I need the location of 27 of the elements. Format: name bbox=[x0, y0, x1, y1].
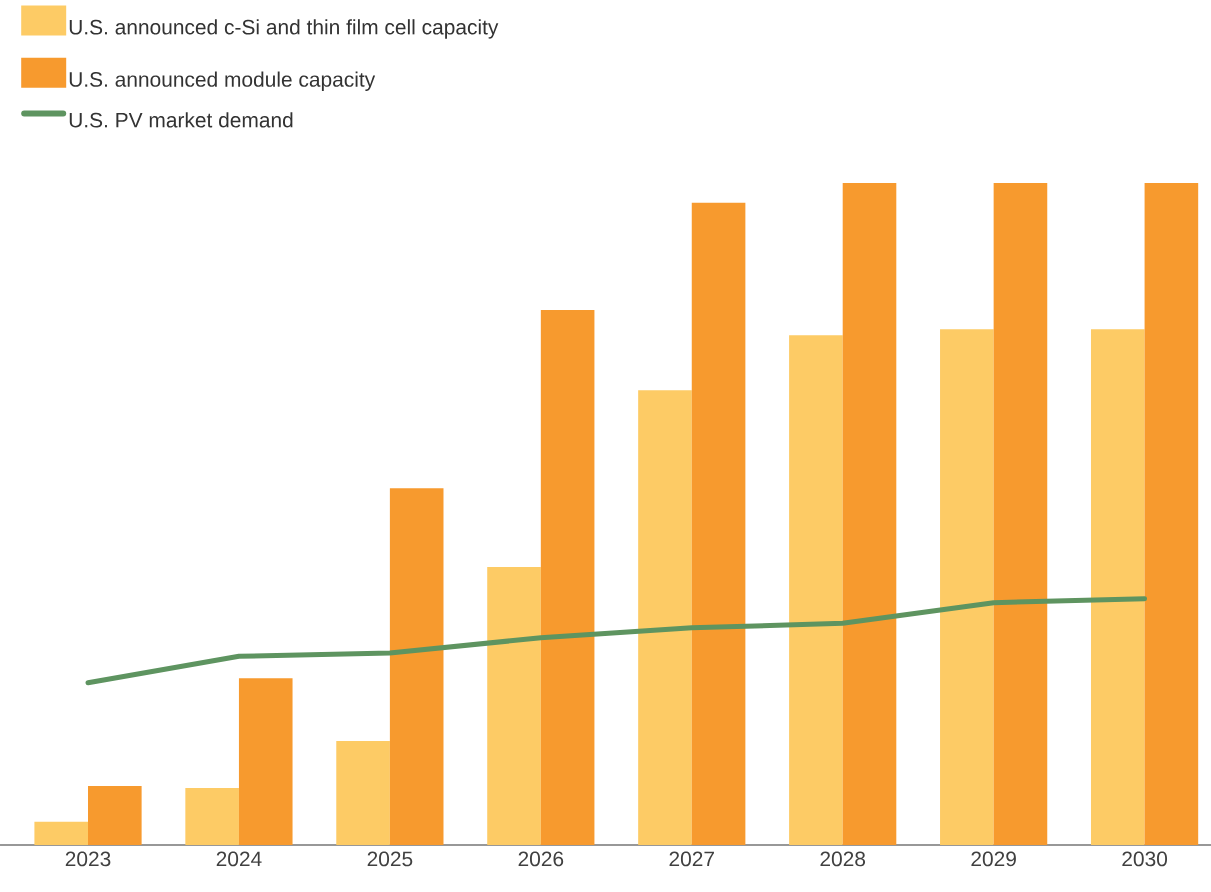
x-tick-label: 2026 bbox=[518, 851, 564, 867]
bar bbox=[638, 390, 692, 845]
x-tick-label: 2023 bbox=[65, 851, 111, 867]
bar bbox=[336, 741, 390, 845]
bar bbox=[34, 821, 89, 845]
bar bbox=[88, 786, 142, 845]
x-tick-label: 2025 bbox=[367, 851, 413, 867]
bar bbox=[389, 488, 444, 845]
x-tick-label: 2028 bbox=[820, 851, 866, 867]
bar bbox=[842, 182, 897, 845]
legend-label: U.S. PV market demand bbox=[69, 112, 293, 128]
bar bbox=[1144, 182, 1199, 845]
bar bbox=[993, 182, 1048, 845]
bar bbox=[540, 310, 595, 845]
legend-label: U.S. announced module capacity bbox=[69, 71, 376, 92]
legend-label: U.S. announced c-Si and thin film cell capacity bbox=[69, 19, 499, 39]
x-tick-label: 2030 bbox=[1122, 851, 1168, 867]
bar bbox=[691, 202, 746, 845]
bar bbox=[940, 329, 994, 845]
bar bbox=[1090, 329, 1145, 845]
x-tick-label: 2029 bbox=[971, 851, 1016, 867]
x-tick-label: 2027 bbox=[669, 851, 714, 867]
bar bbox=[789, 335, 843, 845]
bar bbox=[185, 788, 239, 845]
bar bbox=[487, 566, 541, 845]
x-tick-label: 2024 bbox=[216, 851, 262, 867]
bar bbox=[238, 678, 293, 845]
